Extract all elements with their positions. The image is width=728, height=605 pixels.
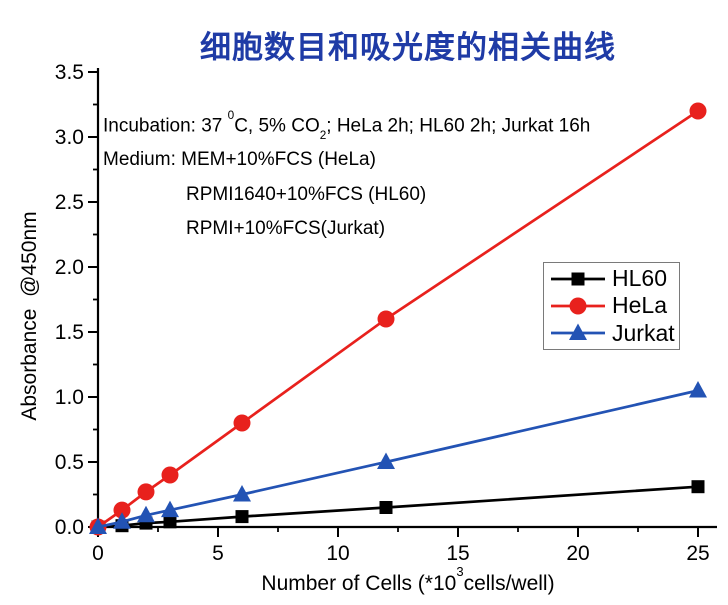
data-point-jurkat-x12 xyxy=(377,452,395,469)
y-tick-label-3.5: 3.5 xyxy=(55,61,84,84)
legend-sample-circle-icon xyxy=(551,297,605,315)
legend-label-hela: HeLa xyxy=(612,292,667,319)
data-point-hl60-x6 xyxy=(235,510,249,524)
data-point-hl60-x25 xyxy=(691,480,705,494)
incubation-text: C, 5% CO xyxy=(234,115,320,137)
data-point-jurkat-x25 xyxy=(689,381,707,398)
x-tick-label-25: 25 xyxy=(686,542,709,565)
x-tick-label-20: 20 xyxy=(566,542,589,565)
x-axis-title-text: Number of Cells (*10 xyxy=(261,572,457,595)
annotation-incubation: Incubation: 37 0C, 5% CO2; HeLa 2h; HL60… xyxy=(103,109,591,143)
data-point-hela-x12 xyxy=(377,310,395,328)
data-point-jurkat-x6 xyxy=(233,485,251,502)
data-point-jurkat-x2 xyxy=(137,505,155,523)
annotation-medium-hela: Medium: MEM+10%FCS (HeLa) xyxy=(103,149,376,170)
legend-box: HL60 HeLa Jurkat xyxy=(543,262,680,350)
data-point-jurkat-x1 xyxy=(113,512,131,529)
y-tick-label-0.0: 0.0 xyxy=(55,516,84,539)
incubation-text: Incubation: 37 xyxy=(103,115,228,137)
y-tick-label-1.0: 1.0 xyxy=(55,386,84,409)
x-tick-label-0: 0 xyxy=(92,542,104,565)
data-point-hela-x6 xyxy=(233,414,251,432)
annotation-medium-jurkat: RPMI+10%FCS(Jurkat) xyxy=(186,218,386,239)
y-tick-label-2.5: 2.5 xyxy=(55,191,84,214)
data-point-hela-x25 xyxy=(689,102,707,120)
y-tick-label-0.5: 0.5 xyxy=(55,451,84,474)
data-point-jurkat-x3 xyxy=(161,500,179,518)
legend-marker-jurkat xyxy=(569,323,587,341)
legend-marker-hela xyxy=(569,297,587,315)
incubation-text: ; HeLa 2h; HL60 2h; Jurkat 16h xyxy=(326,115,591,137)
data-point-hl60-x3 xyxy=(163,515,177,529)
y-axis-title: Absorbance @450nm xyxy=(18,211,41,421)
legend-marker-hl60 xyxy=(571,272,585,286)
data-point-hela-x1 xyxy=(113,501,131,519)
x-tick-label-5: 5 xyxy=(212,542,224,565)
legend-sample-square-icon xyxy=(551,272,605,286)
incubation-superscript: 0 xyxy=(227,108,235,122)
y-tick-label-3.0: 3.0 xyxy=(55,126,84,149)
legend-label-jurkat: Jurkat xyxy=(612,319,675,346)
legend-entry-hela: HeLa xyxy=(551,292,679,319)
data-point-hl60-x12 xyxy=(379,501,393,514)
x-tick-label-10: 10 xyxy=(326,542,349,565)
legend-entry-hl60: HL60 xyxy=(551,265,679,292)
x-tick-label-15: 15 xyxy=(446,542,469,565)
y-tick-label-2.0: 2.0 xyxy=(55,256,84,279)
data-point-hela-x3 xyxy=(161,466,179,484)
legend-entry-jurkat: Jurkat xyxy=(551,320,679,347)
legend-sample-triangle-icon xyxy=(551,323,605,341)
chart-title: 细胞数目和吸光度的相关曲线 xyxy=(200,30,616,65)
x-axis-title-text: cells/well) xyxy=(463,572,555,595)
x-axis-title: Number of Cells (*103cells/well) xyxy=(98,564,718,596)
data-point-hela-x2 xyxy=(137,483,155,501)
legend-label-hl60: HL60 xyxy=(612,265,667,292)
data-point-jurkat-x0 xyxy=(89,517,107,534)
y-tick-label-1.5: 1.5 xyxy=(55,321,84,344)
incubation-subscript: 2 xyxy=(319,129,327,143)
annotation-medium-hl60: RPMI1640+10%FCS (HL60) xyxy=(186,184,427,205)
x-axis-title-superscript: 3 xyxy=(456,564,464,580)
